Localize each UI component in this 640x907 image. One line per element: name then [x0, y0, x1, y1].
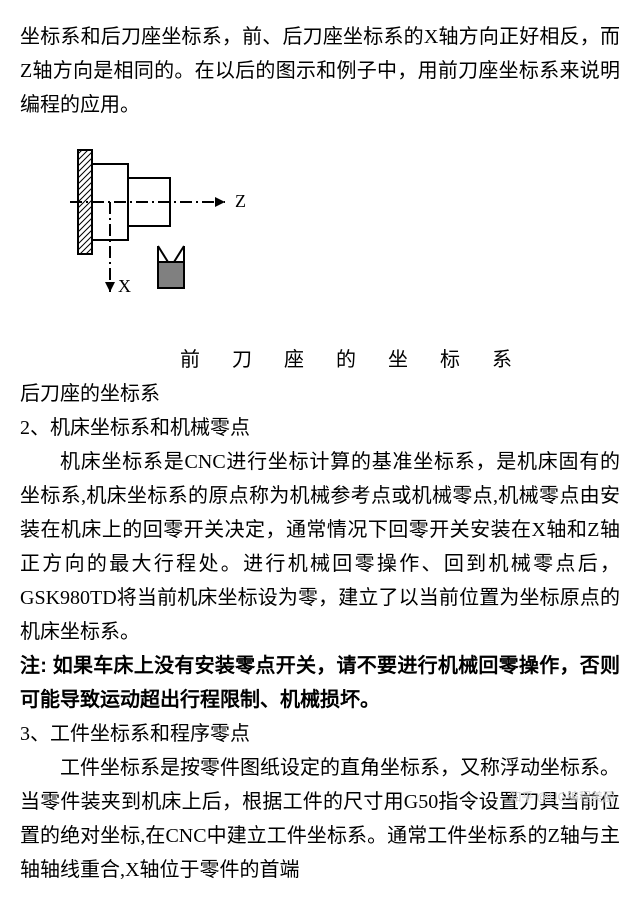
front-coord-label: 前刀座的坐标系 — [20, 343, 620, 377]
z-axis-label: Z — [235, 191, 246, 211]
diagram-svg: Z X — [60, 142, 260, 312]
note-paragraph: 注: 如果车床上没有安装零点开关，请不要进行机械回零操作，否则可能导致运动超出行… — [20, 649, 620, 717]
coordinate-diagram: Z X — [60, 142, 620, 323]
x-axis-label: X — [118, 276, 131, 296]
paragraph-3: 工件坐标系是按零件图纸设定的直角坐标系，又称浮动坐标系。当零件装夹到机床上后，根… — [20, 751, 620, 887]
tool-block — [158, 262, 184, 288]
paragraph-2: 机床坐标系是CNC进行坐标计算的基准坐标系，是机床固有的坐标系,机床坐标系的原点… — [20, 445, 620, 649]
watermark-text: 知乎 @UG编程美丽 — [509, 787, 615, 807]
paragraph-1: 坐标系和后刀座坐标系，前、后刀座坐标系的X轴方向正好相反，而Z轴方向是相同的。在… — [20, 20, 620, 122]
rear-coord-label: 后刀座的坐标系 — [20, 377, 620, 411]
heading-2: 2、机床坐标系和机械零点 — [20, 411, 620, 445]
heading-3: 3、工件坐标系和程序零点 — [20, 717, 620, 751]
